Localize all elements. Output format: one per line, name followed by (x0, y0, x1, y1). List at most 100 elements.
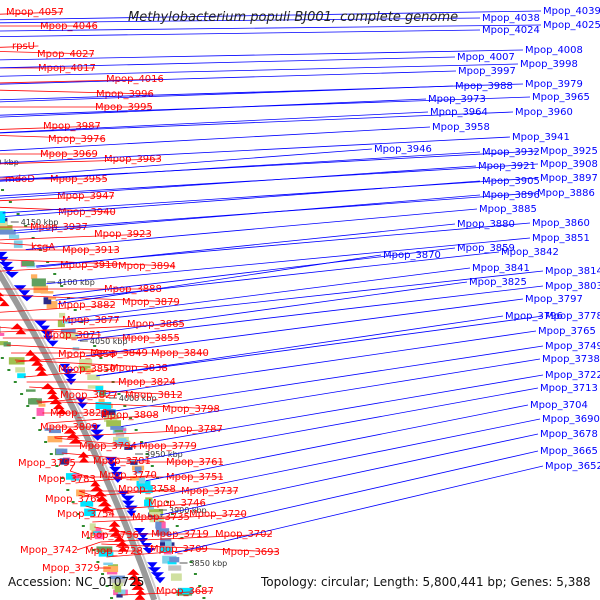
reverse-gene-arrow (96, 495, 109, 502)
gene-label-left: Mpop_3855 (122, 333, 180, 344)
forward-gene-arrow (5, 271, 19, 278)
gene-label-right: Mpop_3678 (540, 429, 598, 440)
leader-line-right (129, 374, 544, 446)
reverse-gene-arrow (52, 403, 65, 410)
leader-line-right (0, 63, 519, 77)
leader-line-right (0, 10, 542, 21)
gene-label-left: Mpop_4027 (37, 49, 95, 60)
feature-block (136, 480, 151, 488)
leader-line-right (13, 192, 536, 232)
tick-dot (123, 405, 127, 407)
tick-dot (93, 345, 97, 347)
gene-label-right: Mpop_3722 (545, 370, 600, 381)
tick-dots (0, 189, 206, 599)
forward-gene-arrow (111, 471, 123, 478)
leader-line-left (75, 474, 156, 484)
feature-block (109, 575, 125, 579)
scale-label: 3950 kbp (145, 450, 183, 459)
tick-dot (110, 597, 114, 599)
feature-block (104, 417, 118, 423)
gene-label-right: Mpop_3958 (432, 122, 490, 133)
backbone-arc (0, 263, 161, 600)
genome-title: Methylobacterium populi BJ001, complete … (128, 10, 459, 25)
gene-label-right: Mpop_3885 (479, 204, 537, 215)
leader-line-right (2, 177, 539, 214)
gene-label-right: Mpop_3859 (457, 243, 515, 254)
gene-label-right: Mpop_3997 (458, 66, 516, 77)
gene-label-left: Mpop_3746 (148, 498, 206, 509)
feature-block (114, 440, 129, 447)
tick-dot (86, 537, 90, 539)
forward-gene-arrow (121, 495, 135, 502)
gene-label-right: Mpop_3665 (540, 446, 598, 457)
leader-line-right (96, 315, 504, 377)
tick-dot (32, 417, 36, 419)
feature-block (8, 357, 25, 365)
gene-label-right: Mpop_3880 (457, 219, 515, 230)
feature-block (138, 477, 146, 484)
feature-block (101, 410, 116, 418)
gene-label-left: Mpop_3820 (50, 408, 108, 419)
gene-label-left: mdoD (5, 174, 35, 185)
feature-block (137, 485, 153, 493)
gene-label-right: Mpop_3713 (540, 383, 598, 394)
reverse-gene-arrow (34, 364, 47, 371)
gene-label-left: Mpop_3728 (85, 546, 143, 557)
gene-label-right: Mpop_3690 (542, 414, 600, 425)
tick-dot (81, 525, 85, 527)
gene-label-left: Mpop_3940 (58, 207, 116, 218)
feature-block (154, 514, 162, 517)
feature-block (130, 476, 144, 481)
gene-label-right: Mpop_3778 (545, 311, 600, 322)
gene-label-right: Mpop_3841 (472, 263, 530, 274)
feature-block (94, 532, 105, 540)
feature-block (144, 499, 152, 507)
gene-label-left: Mpop_3719 (151, 529, 209, 540)
gene-label-left: Mpop_3751 (166, 472, 224, 483)
feature-block (15, 367, 26, 373)
gene-label-right: Mpop_3979 (525, 79, 583, 90)
gene-label-left: Mpop_3794 (79, 441, 137, 452)
feature-block (65, 473, 79, 480)
leader-line-left (61, 452, 150, 462)
tick-dot (99, 357, 103, 359)
gene-label-left: Mpop_3923 (94, 229, 152, 240)
leader-line-left (0, 326, 101, 336)
gene-label-left: Mpop_3888 (104, 284, 162, 295)
forward-gene-arrow (39, 325, 50, 332)
forward-gene-arrow (20, 295, 34, 302)
gene-label-right: Mpop_3704 (530, 400, 588, 411)
gene-label-left: Mpop_3996 (96, 89, 154, 100)
feature-block (17, 373, 26, 379)
gene-label-right: Mpop_3921 (478, 161, 536, 172)
feature-block (84, 508, 96, 517)
feature-block (57, 319, 65, 328)
gene-label-left: Mpop_3736 (81, 530, 139, 541)
feature-block (3, 342, 11, 347)
tick-dot (0, 357, 4, 359)
gene-label-right: Mpop_3946 (374, 144, 432, 155)
feature-block (46, 301, 58, 309)
leader-line-left (76, 541, 101, 551)
tick-dot (175, 525, 179, 527)
forward-gene-arrow (0, 261, 13, 268)
gene-label-left: Mpop_3702 (215, 529, 273, 540)
forward-gene-arrow (34, 320, 47, 327)
feature-block (114, 585, 122, 593)
leader-line-left (0, 158, 161, 165)
leader-line-right (0, 96, 531, 116)
tick-dot (80, 321, 84, 323)
forward-gene-arrow (107, 461, 118, 468)
leader-line-left (120, 590, 213, 596)
tick-dot (155, 477, 159, 479)
feature-block (48, 429, 61, 434)
leader-line-right (0, 83, 524, 101)
reverse-gene-arrow (127, 568, 140, 575)
leader-line-right (0, 17, 481, 24)
feature-block (79, 359, 93, 366)
gene-label-left: Mpop_3693 (222, 547, 280, 558)
leader-line-left (54, 437, 136, 447)
reverse-gene-arrow (108, 520, 121, 527)
gene-label-right: Mpop_3964 (430, 107, 488, 118)
leader-line-right (25, 208, 478, 250)
